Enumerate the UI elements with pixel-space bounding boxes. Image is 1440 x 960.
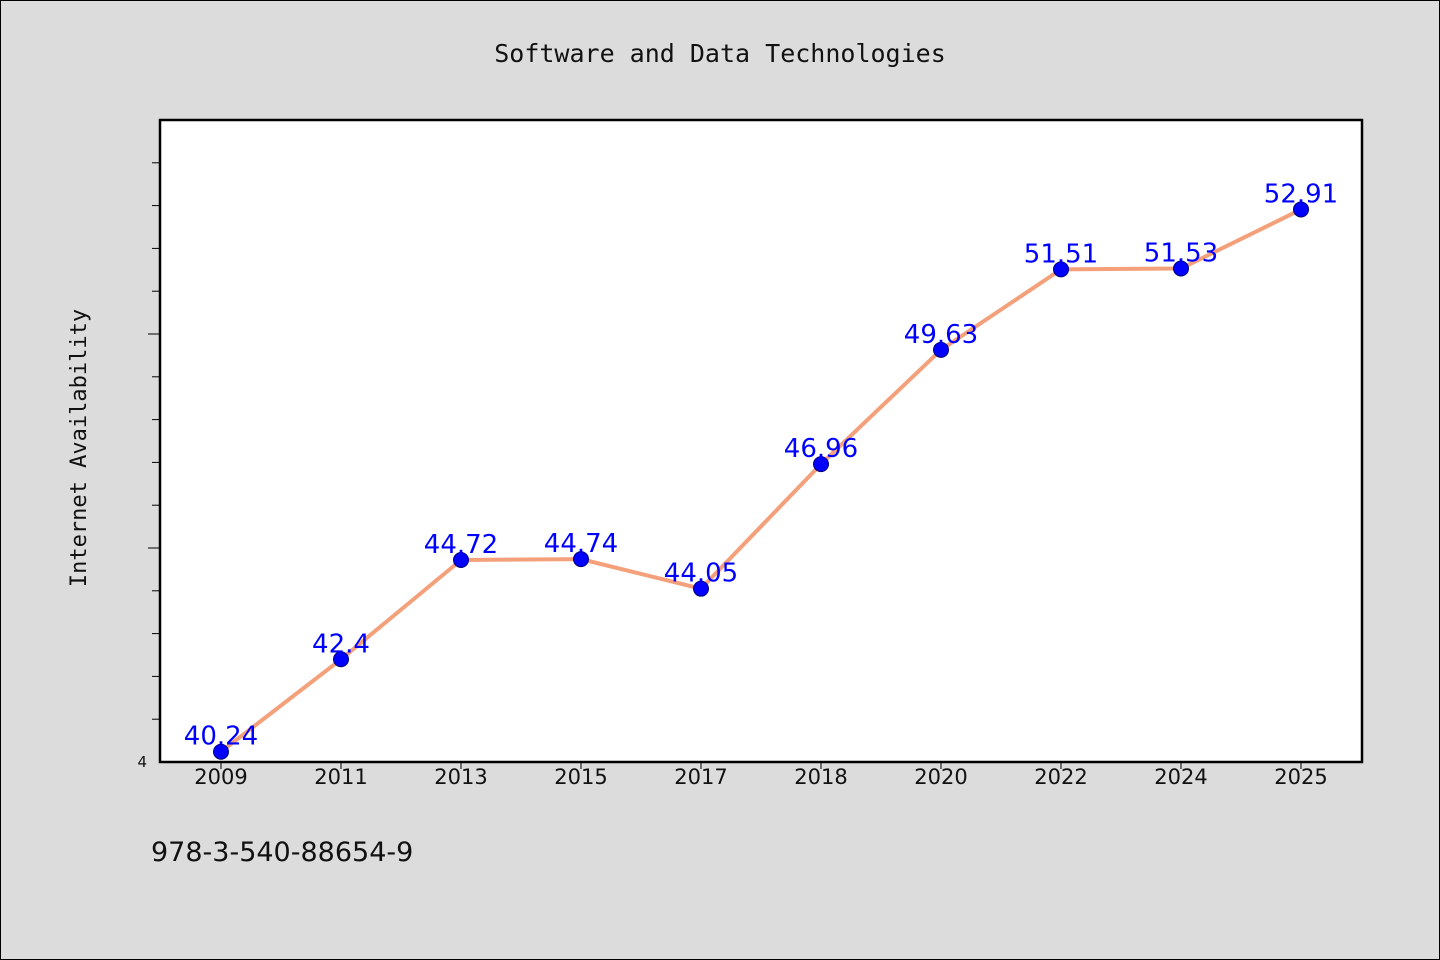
- data-point: [933, 341, 949, 358]
- series-line: [219, 207, 1303, 754]
- x-tick-label: 2024: [1154, 765, 1207, 789]
- data-label: 42.4: [312, 629, 370, 659]
- data-point: [1173, 260, 1189, 277]
- x-tick-label: 2017: [674, 765, 727, 789]
- series-group: 40.24 42.4 44.72 44.74 44.05 46.96 49.63 51.51 5…: [184, 179, 1338, 760]
- y-axis-label: Internet Availability: [67, 309, 92, 587]
- y-axis-ticks: 4: [137, 162, 160, 771]
- x-tick-label: 2015: [554, 765, 607, 789]
- data-label: 51.53: [1144, 239, 1218, 269]
- data-label: 46.96: [784, 434, 858, 464]
- x-tick-label: 2022: [1034, 765, 1087, 789]
- data-label: 51.51: [1024, 239, 1098, 269]
- data-point: [453, 551, 469, 568]
- data-point: [813, 456, 829, 473]
- data-label: 40.24: [184, 722, 258, 752]
- plot-area: [158, 118, 1364, 764]
- x-tick-label: 2013: [434, 765, 487, 789]
- x-tick-label: 2018: [794, 765, 847, 789]
- x-tick-label: 2020: [914, 765, 967, 789]
- data-label: 44.74: [544, 529, 618, 559]
- data-point: [213, 743, 229, 760]
- data-label: 44.72: [424, 530, 498, 560]
- data-label: 44.05: [664, 559, 738, 589]
- chart-title: Software and Data Technologies: [494, 39, 946, 68]
- x-tick-label: 2009: [194, 765, 247, 789]
- data-point: [1293, 201, 1309, 218]
- x-tick-label: 2011: [314, 765, 367, 789]
- x-tick-label: 2025: [1274, 765, 1327, 789]
- data-point: [573, 551, 589, 568]
- data-point: [693, 580, 709, 597]
- footer-identifier: 978-3-540-88654-9: [151, 837, 414, 868]
- data-point: [1053, 261, 1069, 278]
- x-axis-ticks: 2009 2011 2013 2015 2017 2018 2020 2022 2024 2025: [194, 762, 1328, 789]
- data-point: [333, 651, 349, 668]
- y-tick-label: 4: [137, 753, 147, 771]
- data-label: 49.63: [904, 320, 978, 350]
- data-label: 52.91: [1264, 179, 1338, 209]
